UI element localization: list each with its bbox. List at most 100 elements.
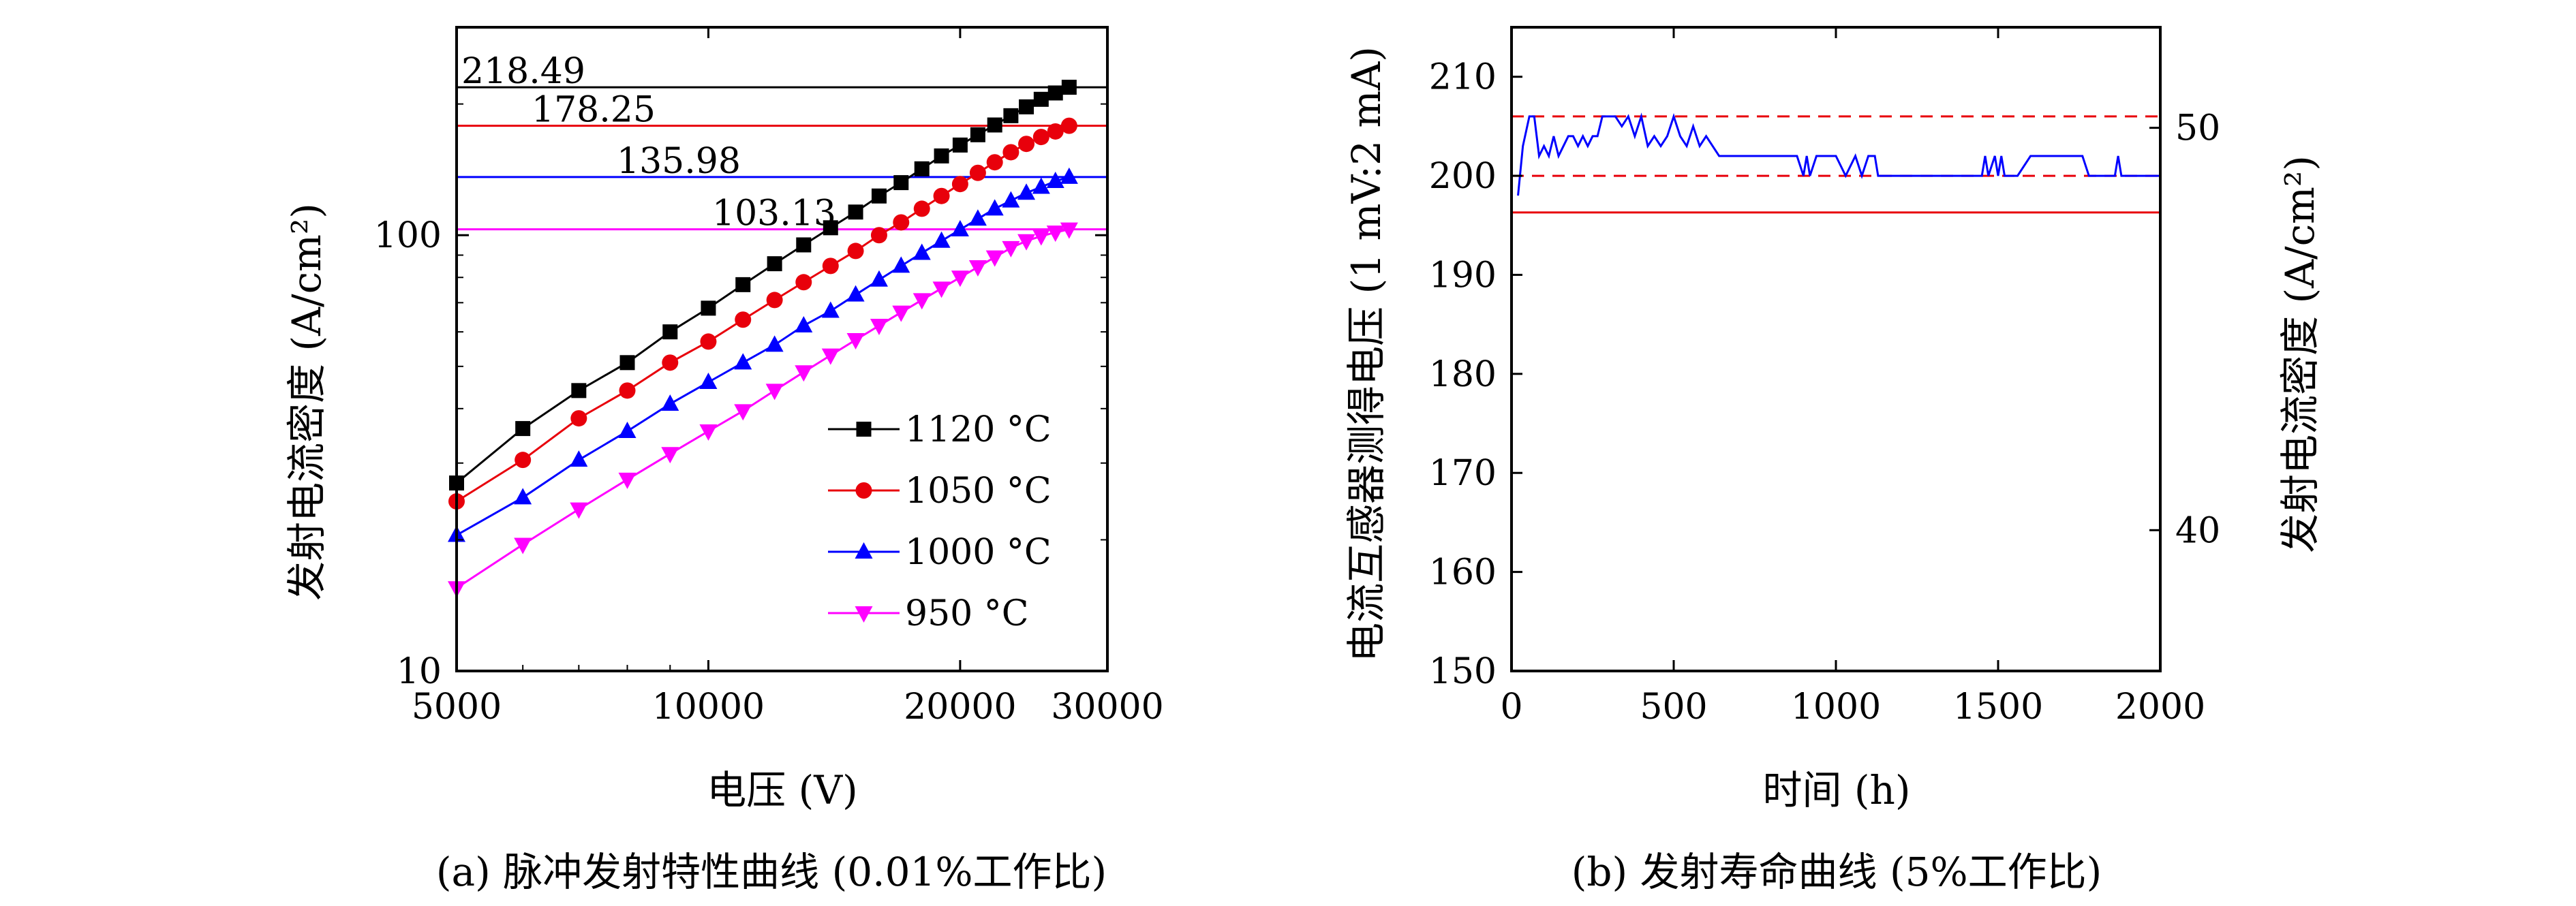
y-tick-label: 160 xyxy=(1429,552,1497,593)
data-point xyxy=(514,488,532,505)
data-point xyxy=(515,452,532,469)
plot-frame xyxy=(1510,26,2162,672)
data-point xyxy=(893,175,909,191)
x-ticks: 5000 10000 20000 30000 xyxy=(412,27,1164,728)
x-ticks: 0 500 1000 1500 2000 xyxy=(1500,27,2205,728)
x-tick-label: 2000 xyxy=(2115,687,2205,728)
x-tick-label: 500 xyxy=(1640,687,1707,728)
data-point xyxy=(1003,108,1019,123)
data-point xyxy=(846,285,865,302)
reference-lines xyxy=(1512,115,2160,214)
data-point xyxy=(570,450,588,467)
data-point xyxy=(848,204,863,220)
data-point xyxy=(985,250,1004,267)
data-point xyxy=(1061,80,1077,95)
y-axis-label: 发射电流密度 (A/cm²) xyxy=(283,203,330,601)
data-point xyxy=(618,472,637,489)
data-point xyxy=(1032,129,1049,146)
panel-caption: (b) 发射寿命曲线 (5%工作比) xyxy=(1571,849,2102,895)
data-point xyxy=(951,270,969,287)
data-point xyxy=(951,176,968,193)
plot-frame xyxy=(455,26,1109,672)
data-point xyxy=(951,220,969,237)
y-tick-label: 150 xyxy=(1429,651,1497,692)
x-tick-label: 0 xyxy=(1500,687,1522,728)
data-point xyxy=(870,227,887,244)
data-point xyxy=(795,316,813,333)
legend-label: 1120 °C xyxy=(905,409,1052,450)
data-point xyxy=(796,237,812,253)
data-point xyxy=(823,220,838,236)
data-point xyxy=(701,300,716,316)
legend-item: 1050 °C xyxy=(828,471,1052,512)
data-point xyxy=(855,542,873,559)
data-point xyxy=(821,301,840,318)
x-tick-label: 30000 xyxy=(1051,687,1163,728)
data-point xyxy=(571,383,587,399)
data-point xyxy=(1002,144,1019,161)
data-point xyxy=(892,305,910,322)
data-point xyxy=(570,410,587,427)
reference-line-label: 218.49 xyxy=(461,51,585,92)
y-tick-label: 10 xyxy=(397,651,442,692)
data-point xyxy=(734,404,752,421)
data-point xyxy=(970,127,985,142)
y-tick-label: 100 xyxy=(374,215,442,256)
y-tick-label: 190 xyxy=(1429,255,1497,296)
reference-line-label: 135.98 xyxy=(617,141,741,182)
data-point xyxy=(662,354,679,371)
data-point xyxy=(855,482,872,499)
y-axis-label: 电流互感器测得电压 (1 mV:2 mA) xyxy=(1343,46,1390,662)
data-point xyxy=(870,319,888,336)
panel-caption: (a) 脉冲发射特性曲线 (0.01%工作比) xyxy=(436,849,1107,895)
data-point xyxy=(766,292,783,309)
series-group xyxy=(448,167,1078,542)
y2-tick-label: 40 xyxy=(2175,510,2220,551)
data-point xyxy=(914,161,930,176)
data-point xyxy=(985,199,1004,216)
data-point xyxy=(952,137,968,153)
reference-line-label: 178.25 xyxy=(532,90,656,131)
data-point xyxy=(795,274,812,291)
data-point xyxy=(933,187,950,204)
data-point xyxy=(1002,240,1020,257)
data-point xyxy=(892,256,910,273)
data-point xyxy=(968,209,987,226)
data-point xyxy=(1046,172,1064,189)
data-point xyxy=(822,257,839,275)
data-point xyxy=(662,324,678,340)
data-point xyxy=(765,384,784,401)
data-point xyxy=(1019,99,1034,114)
x-tick-label: 20000 xyxy=(904,687,1016,728)
data-point xyxy=(1018,136,1035,153)
data-point xyxy=(570,502,588,519)
data-point xyxy=(987,117,1002,133)
data-point xyxy=(847,243,864,260)
x-tick-label: 1000 xyxy=(1791,687,1881,728)
data-point xyxy=(795,365,813,382)
data-point xyxy=(986,154,1003,171)
legend-item: 1000 °C xyxy=(828,532,1052,573)
x-tick-label: 5000 xyxy=(412,687,502,728)
data-point xyxy=(734,353,752,370)
data-point xyxy=(856,422,872,437)
series-line xyxy=(1517,112,2160,196)
x-tick-label: 1500 xyxy=(1953,687,2043,728)
x-axis-label: 电压 (V) xyxy=(707,767,858,813)
legend-item: 1120 °C xyxy=(828,409,1052,450)
y-ticks: 10 100 xyxy=(374,27,1107,692)
data-point xyxy=(1060,222,1078,239)
data-point xyxy=(619,355,635,371)
data-series xyxy=(448,80,1078,598)
data-point xyxy=(1047,85,1063,101)
data-point xyxy=(934,148,949,163)
data-point xyxy=(969,164,986,181)
data-point xyxy=(1060,167,1078,184)
data-point xyxy=(765,335,784,352)
data-point xyxy=(870,270,888,287)
data-point xyxy=(619,382,636,399)
data-point xyxy=(913,243,931,260)
data-point xyxy=(913,200,930,217)
